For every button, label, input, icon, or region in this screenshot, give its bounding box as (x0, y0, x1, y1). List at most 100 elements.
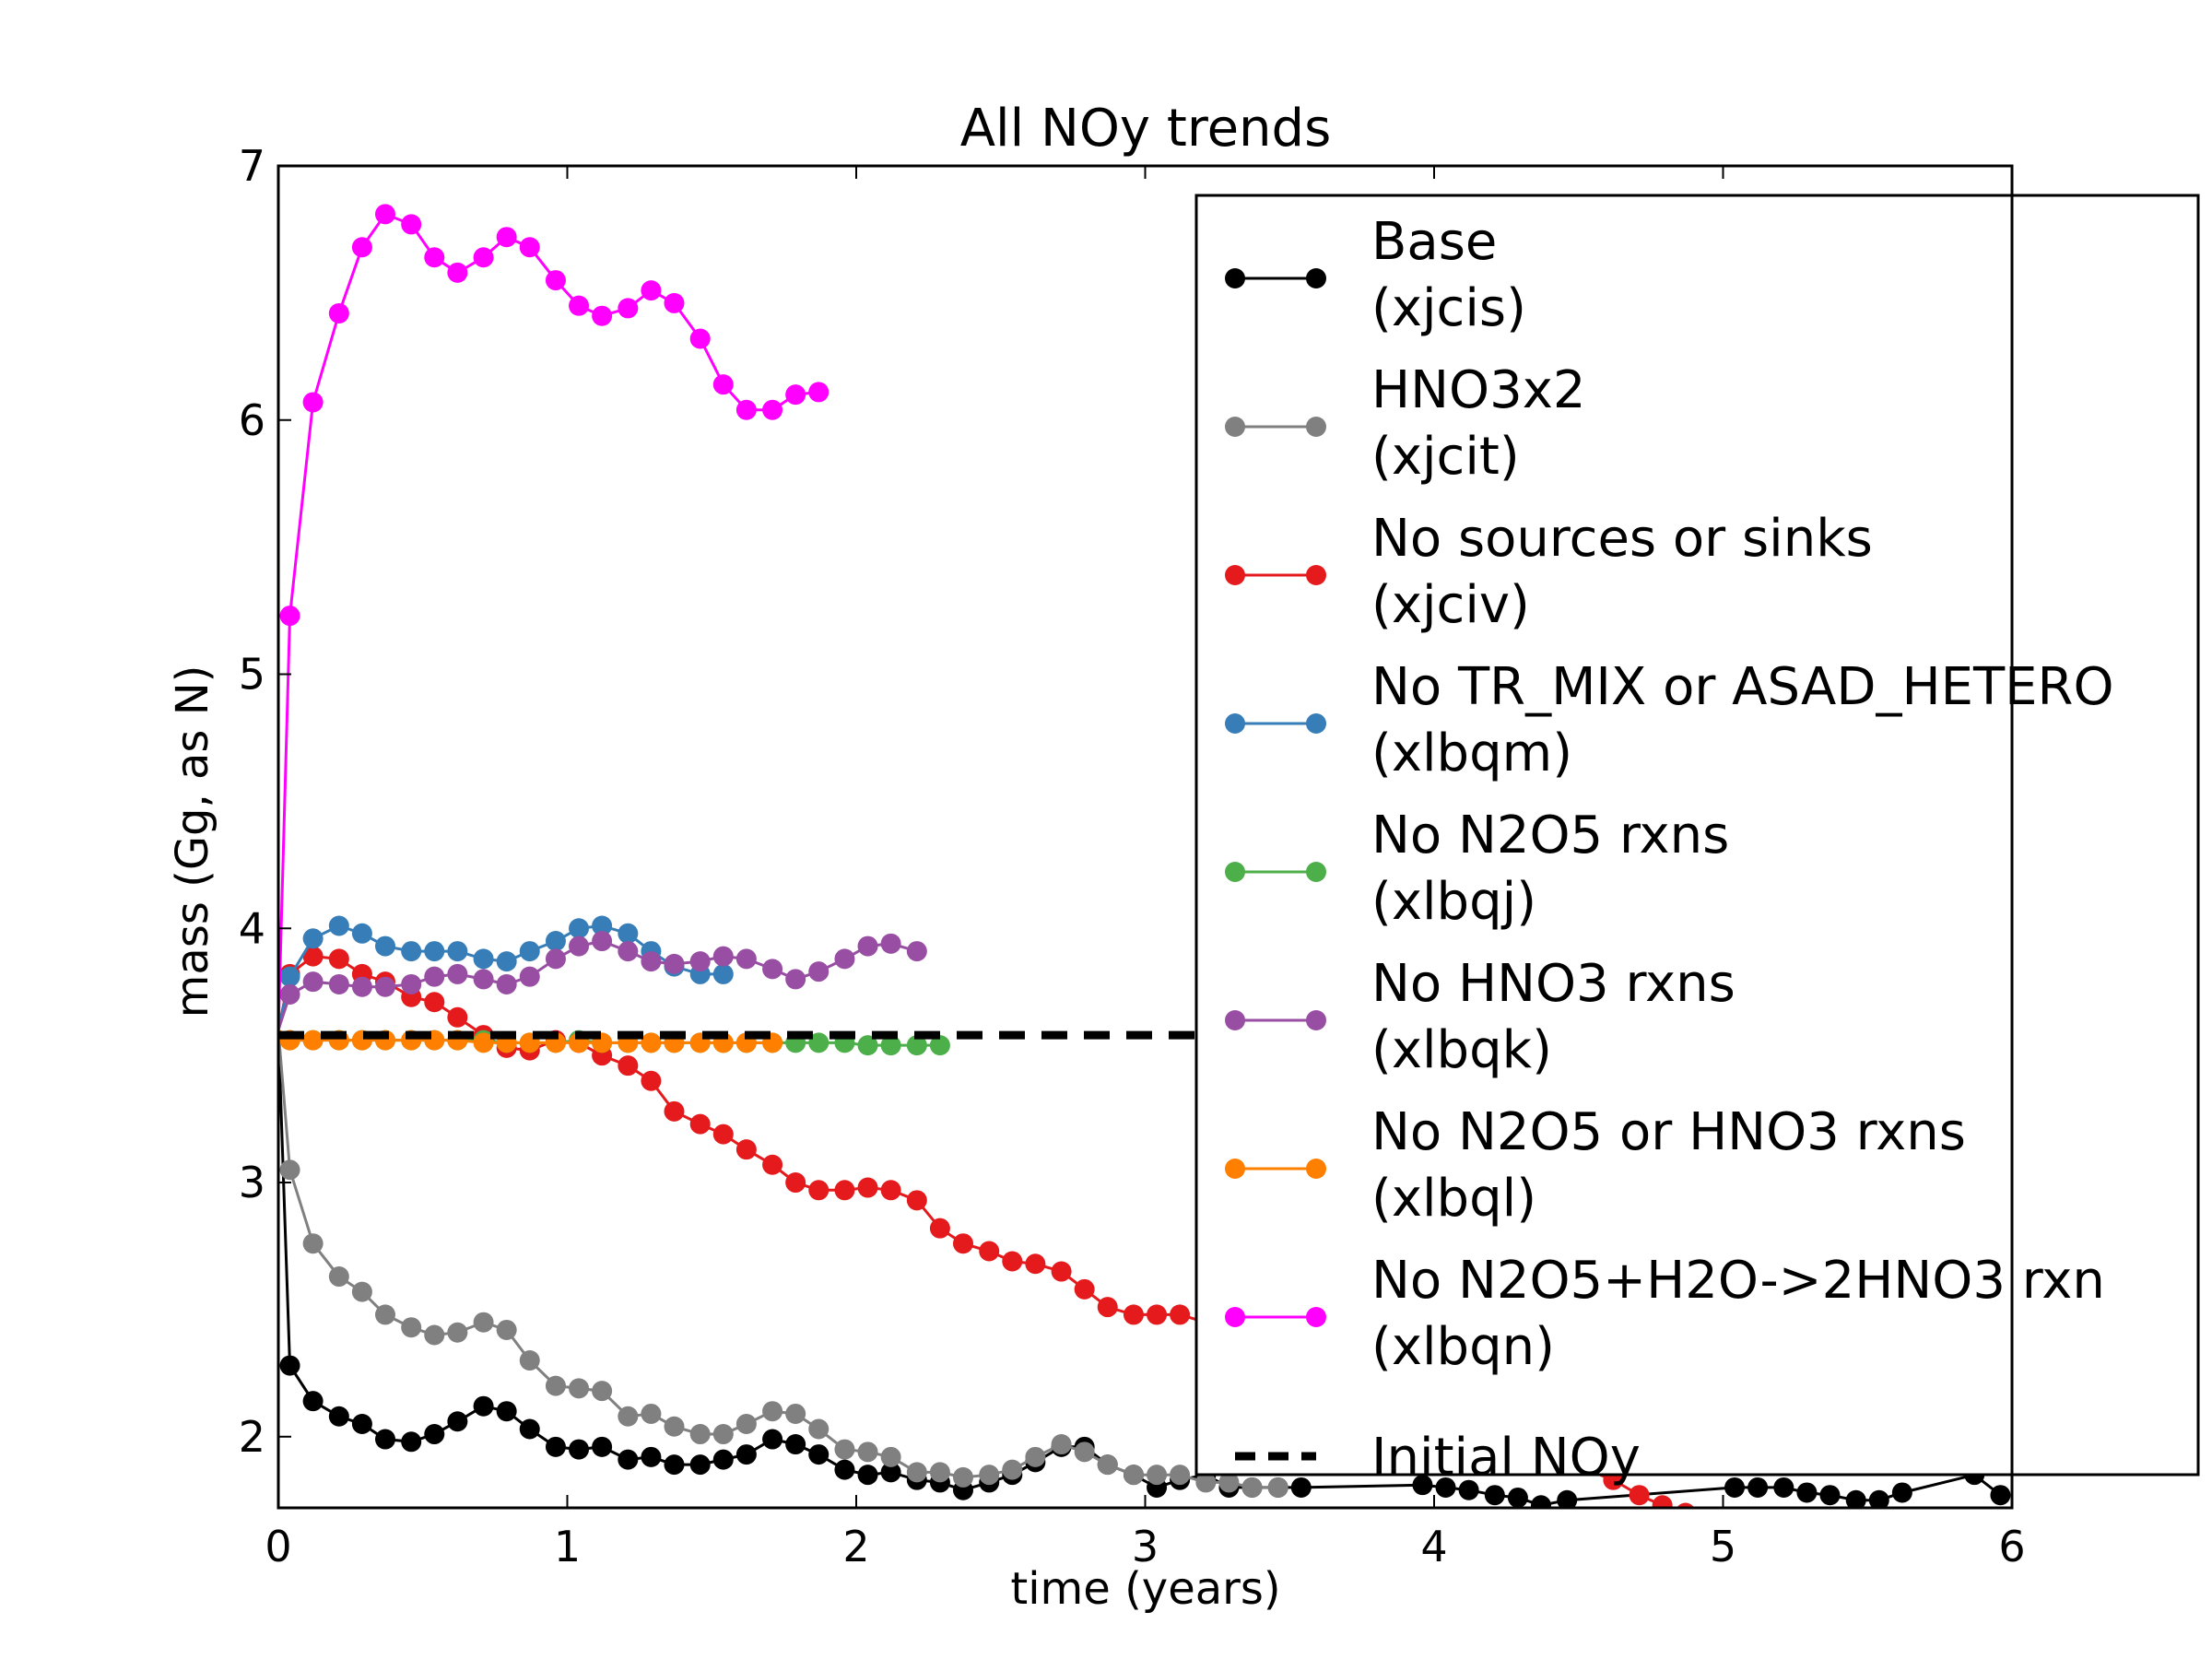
data-point (664, 292, 685, 313)
data-point (952, 1466, 973, 1488)
data-point (496, 1401, 517, 1422)
data-point (351, 1414, 372, 1434)
data-point (641, 1446, 662, 1467)
legend-entry-xlbqn: No N2O5+H2O->2HNO3 rxn(xlbqn) (1225, 1251, 2105, 1377)
data-point (1051, 1261, 1072, 1282)
data-point (401, 1317, 422, 1338)
data-point (735, 399, 757, 420)
data-point (1002, 1251, 1023, 1272)
legend-swatch-marker (1225, 417, 1245, 437)
data-point (473, 1032, 494, 1053)
y-tick-label: 2 (239, 1412, 265, 1462)
data-point (1074, 1441, 1095, 1463)
data-point (545, 931, 566, 952)
data-point (545, 270, 566, 291)
data-point (447, 1006, 468, 1028)
data-point (1051, 1434, 1072, 1455)
legend-swatch-marker (1306, 713, 1326, 734)
data-point (569, 295, 590, 316)
data-point (952, 1233, 973, 1254)
data-point (351, 237, 372, 258)
data-point (424, 247, 445, 268)
data-point (664, 1454, 685, 1476)
data-point (1990, 1485, 2011, 1506)
data-point (519, 237, 540, 258)
legend-swatch-marker (1225, 1307, 1245, 1327)
data-point (808, 1180, 830, 1201)
data-point (401, 941, 422, 962)
data-point (374, 935, 395, 957)
data-point (1097, 1454, 1118, 1476)
data-point (689, 328, 711, 349)
data-point (857, 1177, 878, 1198)
data-point (664, 1100, 685, 1122)
data-point (808, 961, 830, 982)
data-point (1891, 1482, 1912, 1503)
data-point (762, 1401, 783, 1422)
data-point (735, 1414, 757, 1434)
data-point (1147, 1304, 1168, 1325)
data-point (618, 1449, 639, 1470)
data-point (618, 1055, 639, 1077)
legend-entry-xjcis: Base(xjcis) (1225, 212, 1526, 338)
data-point (424, 966, 445, 987)
data-point (302, 971, 324, 993)
data-point (473, 247, 494, 268)
data-point (641, 1032, 662, 1053)
x-tick-label: 0 (265, 1522, 291, 1571)
legend-swatch-marker (1225, 1010, 1245, 1030)
data-point (1267, 1477, 1288, 1498)
data-point (880, 1462, 901, 1483)
data-point (401, 1431, 422, 1453)
data-point (785, 969, 806, 990)
data-point (447, 1322, 468, 1343)
data-point (834, 1459, 855, 1480)
x-axis-label: time (years) (1010, 1563, 1280, 1615)
data-point (447, 262, 468, 283)
data-point (785, 1434, 806, 1455)
data-point (664, 953, 685, 974)
data-point (712, 963, 734, 984)
legend-sublabel: (xlbqk) (1371, 1020, 1552, 1080)
data-point (1796, 1482, 1818, 1503)
data-point (328, 973, 349, 994)
legend: Base(xjcis) HNO3x2 (xjcit) No sources or si… (1194, 194, 2200, 1488)
data-point (592, 915, 613, 936)
data-point (569, 1378, 590, 1399)
data-point (712, 374, 734, 395)
data-point (712, 1124, 734, 1145)
data-point (1747, 1477, 1769, 1498)
data-point (401, 214, 422, 235)
data-point (424, 992, 445, 1013)
data-point (1629, 1485, 1650, 1506)
data-point (641, 1403, 662, 1424)
y-tick-label: 3 (239, 1158, 265, 1207)
data-point (618, 1406, 639, 1427)
legend-entry-xjciv: No sources or sinks(xjciv) (1225, 509, 1873, 635)
legend-sublabel: (xlbql) (1371, 1169, 1536, 1229)
series-xlbqn (278, 204, 830, 1030)
data-point (374, 204, 395, 225)
series-line (278, 1029, 773, 1044)
legend-entry-xlbqm: No TR_MIX or ASAD_HETERO (xlbqm) (1225, 657, 2114, 783)
legend-label: No N2O5 or HNO3 rxns (1371, 1102, 1966, 1162)
data-point (592, 1381, 613, 1402)
data-point (906, 1462, 927, 1483)
data-point (1652, 1495, 1673, 1508)
data-point (762, 959, 783, 980)
y-tick-label: 6 (239, 395, 265, 445)
axes-frame (276, 164, 2014, 1510)
data-point (1773, 1477, 1794, 1498)
data-point (834, 948, 855, 970)
data-point (374, 1429, 395, 1450)
series-line (278, 939, 918, 1031)
data-point (618, 298, 639, 319)
data-point (1097, 1297, 1118, 1318)
legend-entry-xlbqk: No HNO3 rxns(xlbqk) (1225, 954, 1735, 1080)
legend-label: HNO3x2 (1371, 360, 1585, 420)
data-point (1147, 1465, 1168, 1486)
data-point (473, 1395, 494, 1417)
legend-swatch-marker (1225, 862, 1245, 882)
legend-sublabel: (xjcit) (1371, 427, 1520, 487)
data-point (880, 1180, 901, 1201)
